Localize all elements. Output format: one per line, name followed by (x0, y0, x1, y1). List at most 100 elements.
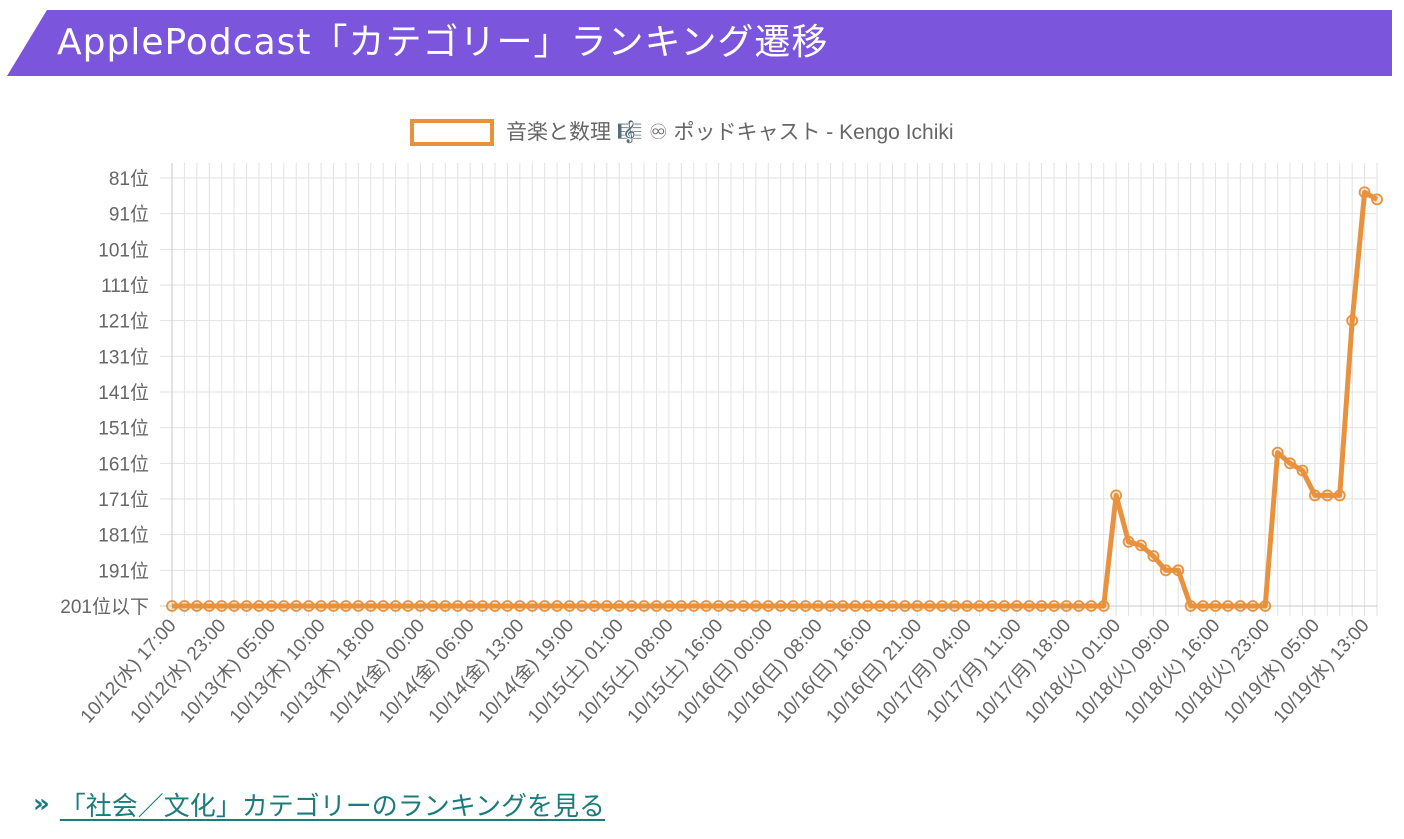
data-point (749, 600, 762, 612)
data-point (215, 600, 228, 612)
data-point (476, 600, 489, 612)
data-point (426, 600, 439, 612)
chart-grid (160, 163, 1378, 616)
data-point (1159, 564, 1172, 577)
data-point (923, 600, 936, 612)
category-ranking-link-label: 「社会／文化」カテゴリーのランキングを見る (59, 791, 606, 822)
data-point (700, 600, 713, 612)
data-point (712, 600, 725, 612)
data-point (899, 600, 911, 612)
y-tick-label: 121位 (98, 311, 149, 333)
y-tick-label: 161位 (98, 453, 149, 475)
y-tick-label: 171位 (98, 489, 149, 511)
data-point (1371, 193, 1383, 206)
data-point (1209, 600, 1222, 612)
data-point (340, 600, 352, 612)
data-point (1110, 489, 1123, 502)
data-point (737, 600, 750, 612)
data-point (364, 600, 377, 612)
data-point (600, 600, 613, 612)
data-point (513, 600, 526, 612)
data-point (973, 600, 986, 612)
data-point (1010, 600, 1023, 612)
data-point (650, 600, 663, 612)
data-point (1296, 464, 1309, 477)
data-point (414, 600, 427, 612)
data-point (1271, 446, 1284, 459)
data-point (1346, 314, 1359, 327)
data-point (1172, 564, 1185, 577)
data-point (501, 600, 514, 612)
data-point (787, 600, 800, 612)
data-point (489, 600, 501, 612)
data-point (377, 600, 390, 612)
data-point (1222, 600, 1234, 612)
title-banner: ApplePodcast「カテゴリー」ランキング遷移 (7, 10, 1392, 76)
chart-series (166, 186, 1383, 612)
data-point (774, 600, 787, 612)
data-point (675, 600, 688, 612)
data-point (687, 600, 700, 612)
y-axis: 81位 91位 101位 111位 121位 131位 141位 151位 161位 171位 18… (60, 168, 149, 618)
y-tick-label: 181位 (98, 525, 149, 547)
data-point (861, 600, 874, 612)
data-point (936, 600, 949, 612)
category-ranking-link[interactable]: » 「社会／文化」カテゴリーのランキングを見る (33, 786, 605, 822)
data-point (1072, 600, 1085, 612)
data-point (327, 600, 340, 612)
y-tick-label: 111位 (101, 275, 149, 297)
data-point (985, 600, 998, 612)
data-point (836, 600, 849, 612)
data-point (998, 600, 1011, 612)
data-point (166, 600, 178, 612)
y-tick-label: 151位 (98, 418, 149, 440)
data-point (799, 600, 812, 612)
data-point (576, 600, 588, 612)
data-point (240, 600, 253, 612)
data-point (961, 600, 973, 612)
y-tick-label: 81位 (109, 168, 149, 190)
data-point (588, 600, 601, 612)
data-point (265, 600, 278, 612)
data-point (663, 600, 675, 612)
data-point (1085, 600, 1098, 612)
data-point (824, 600, 837, 612)
data-point (1135, 539, 1147, 552)
page-title: ApplePodcast「カテゴリー」ランキング遷移 (57, 22, 829, 63)
legend-label: 音楽と数理 🎼 ♾ ポッドキャスト - Kengo Ichiki (506, 119, 954, 144)
data-point (1060, 600, 1073, 612)
data-point (290, 600, 303, 612)
data-point (526, 600, 539, 612)
data-point (551, 600, 564, 612)
data-point (1333, 489, 1346, 502)
data-point (315, 600, 327, 612)
data-point (563, 600, 576, 612)
data-point (762, 600, 775, 612)
data-point (1184, 600, 1197, 612)
y-tick-label: 101位 (98, 239, 149, 261)
data-point (1321, 489, 1334, 502)
data-point (1097, 600, 1110, 612)
data-point (1147, 550, 1160, 562)
data-point (538, 600, 551, 612)
data-point (725, 600, 737, 612)
data-point (389, 600, 402, 612)
data-point (451, 600, 464, 612)
data-point (1308, 489, 1321, 502)
data-point (948, 600, 961, 612)
data-point (1259, 600, 1272, 612)
data-point (1197, 600, 1209, 612)
y-tick-label: 191位 (98, 560, 149, 582)
chart-legend[interactable]: 音楽と数理 🎼 ♾ ポッドキャスト - Kengo Ichiki (410, 119, 954, 146)
data-point (228, 600, 241, 612)
data-point (849, 600, 862, 612)
data-point (439, 600, 452, 612)
data-point (1246, 600, 1259, 612)
data-point (1358, 186, 1371, 199)
data-point (1035, 600, 1048, 612)
data-point (911, 600, 924, 612)
data-point (812, 600, 824, 612)
y-tick-label: 91位 (109, 204, 149, 226)
data-point (613, 600, 626, 612)
